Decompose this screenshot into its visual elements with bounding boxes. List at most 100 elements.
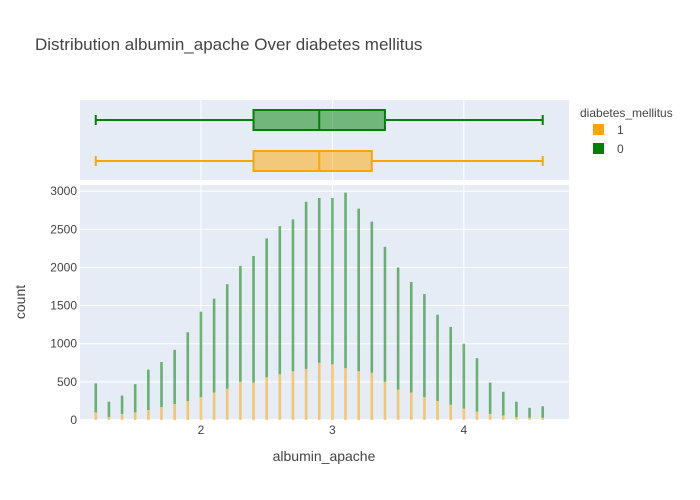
legend[interactable]: diabetes_mellitus 1 0 bbox=[580, 106, 673, 156]
legend-swatch bbox=[593, 143, 604, 154]
bar-1-3[interactable] bbox=[331, 364, 334, 420]
bar-0-4.2[interactable] bbox=[488, 382, 492, 414]
bar-1-2.7[interactable] bbox=[291, 371, 295, 420]
bar-1-3.8[interactable] bbox=[436, 400, 439, 420]
chart-title: Distribution albumin_apache Over diabete… bbox=[35, 35, 422, 54]
histogram-bars bbox=[94, 192, 545, 420]
bar-0-2.7[interactable] bbox=[291, 219, 295, 372]
bar-0-3.4[interactable] bbox=[383, 246, 387, 382]
box-plots bbox=[94, 109, 544, 172]
bar-1-1.8[interactable] bbox=[173, 403, 176, 420]
box-0[interactable] bbox=[94, 109, 544, 131]
bar-0-4.4[interactable] bbox=[515, 401, 518, 417]
bar-0-2.6[interactable] bbox=[278, 226, 282, 375]
bar-0-3.3[interactable] bbox=[370, 221, 374, 373]
bar-0-4.1[interactable] bbox=[475, 358, 479, 412]
bar-0-2.3[interactable] bbox=[239, 265, 242, 382]
bar-0-2.1[interactable] bbox=[212, 298, 216, 393]
bar-1-2.5[interactable] bbox=[265, 377, 268, 420]
bar-0-3.6[interactable] bbox=[409, 281, 413, 393]
bar-1-1.7[interactable] bbox=[160, 407, 163, 420]
bar-1-3.9[interactable] bbox=[449, 404, 452, 420]
x-tick-label: 4 bbox=[460, 423, 467, 437]
y-tick-label: 500 bbox=[57, 375, 77, 389]
x-axis-label: albumin_apache bbox=[273, 448, 376, 464]
bar-1-4[interactable] bbox=[462, 408, 466, 420]
y-axis-label: count bbox=[12, 285, 28, 319]
legend-title: diabetes_mellitus bbox=[580, 106, 673, 120]
bar-1-1.5[interactable] bbox=[133, 412, 137, 420]
bar-0-2.4[interactable] bbox=[252, 255, 255, 383]
bar-1-1.3[interactable] bbox=[107, 416, 111, 420]
y-tick-label: 2000 bbox=[50, 260, 77, 274]
bar-1-3.6[interactable] bbox=[409, 392, 413, 420]
bar-1-4.3[interactable] bbox=[501, 415, 505, 420]
bar-1-3.5[interactable] bbox=[396, 389, 400, 420]
bar-1-4.1[interactable] bbox=[475, 411, 479, 420]
bar-1-1.2[interactable] bbox=[94, 412, 98, 420]
bar-0-1.9[interactable] bbox=[186, 332, 190, 401]
bar-0-4.6[interactable] bbox=[541, 406, 545, 418]
bar-0-3.7[interactable] bbox=[423, 294, 426, 398]
bar-0-1.5[interactable] bbox=[133, 384, 137, 413]
bar-0-4.5[interactable] bbox=[528, 407, 531, 418]
x-axis-ticks: 2 3 4 bbox=[198, 423, 468, 437]
bar-0-2.5[interactable] bbox=[265, 238, 268, 378]
bar-1-4.4[interactable] bbox=[515, 416, 518, 420]
bar-1-3.4[interactable] bbox=[383, 381, 387, 420]
bar-0-3.5[interactable] bbox=[396, 267, 400, 390]
bar-1-3.7[interactable] bbox=[423, 397, 426, 420]
x-tick-label: 3 bbox=[329, 423, 336, 437]
bar-1-2.6[interactable] bbox=[278, 374, 282, 420]
box-1[interactable] bbox=[94, 150, 544, 172]
bar-1-3.3[interactable] bbox=[370, 372, 374, 420]
box-iqr bbox=[252, 150, 373, 172]
bar-0-1.3[interactable] bbox=[107, 401, 111, 417]
bar-1-1.6[interactable] bbox=[147, 410, 150, 420]
bar-0-1.8[interactable] bbox=[173, 349, 176, 404]
bar-1-2.3[interactable] bbox=[239, 381, 242, 420]
legend-label: 0 bbox=[617, 142, 624, 156]
bar-0-1.4[interactable] bbox=[120, 395, 124, 414]
bar-1-2.9[interactable] bbox=[317, 362, 321, 420]
bar-1-1.9[interactable] bbox=[186, 400, 190, 420]
bar-0-3.9[interactable] bbox=[449, 326, 452, 405]
bar-0-1.7[interactable] bbox=[160, 362, 163, 408]
bar-0-4.3[interactable] bbox=[501, 391, 505, 416]
y-tick-label: 0 bbox=[70, 413, 77, 427]
bar-1-2.8[interactable] bbox=[304, 368, 308, 420]
bar-0-3.2[interactable] bbox=[357, 208, 360, 372]
bar-1-1.4[interactable] bbox=[120, 413, 124, 420]
bar-1-2.1[interactable] bbox=[212, 392, 216, 420]
bar-0-3[interactable] bbox=[331, 197, 334, 365]
bar-1-2.2[interactable] bbox=[225, 388, 229, 420]
bar-0-2.2[interactable] bbox=[225, 284, 229, 389]
y-tick-label: 1500 bbox=[50, 299, 77, 313]
bar-0-2.9[interactable] bbox=[317, 197, 321, 363]
bar-1-2.4[interactable] bbox=[252, 382, 255, 420]
bar-1-3.2[interactable] bbox=[357, 371, 360, 420]
histogram-plot-area bbox=[80, 185, 569, 420]
bar-0-3.8[interactable] bbox=[436, 314, 439, 401]
legend-swatch bbox=[593, 124, 604, 135]
bar-0-2[interactable] bbox=[199, 311, 203, 398]
bar-1-2[interactable] bbox=[199, 397, 203, 420]
bar-1-4.5[interactable] bbox=[528, 417, 531, 420]
bar-1-4.2[interactable] bbox=[488, 413, 492, 420]
x-tick-label: 2 bbox=[198, 423, 205, 437]
bar-0-3.1[interactable] bbox=[344, 192, 347, 369]
legend-item-0[interactable]: 0 bbox=[593, 142, 624, 156]
bar-1-4.6[interactable] bbox=[541, 417, 545, 420]
y-tick-label: 1000 bbox=[50, 337, 77, 351]
bar-0-1.2[interactable] bbox=[94, 383, 98, 413]
legend-label: 1 bbox=[617, 123, 624, 137]
y-axis-ticks: 0 500 1000 1500 2000 2500 3000 bbox=[50, 184, 77, 427]
y-tick-label: 2500 bbox=[50, 222, 77, 236]
y-tick-label: 3000 bbox=[50, 184, 77, 198]
bar-1-3.1[interactable] bbox=[344, 368, 347, 420]
legend-item-1[interactable]: 1 bbox=[593, 123, 624, 137]
bar-0-1.6[interactable] bbox=[147, 369, 150, 411]
bar-0-2.8[interactable] bbox=[304, 201, 308, 369]
bar-0-4[interactable] bbox=[462, 343, 466, 409]
